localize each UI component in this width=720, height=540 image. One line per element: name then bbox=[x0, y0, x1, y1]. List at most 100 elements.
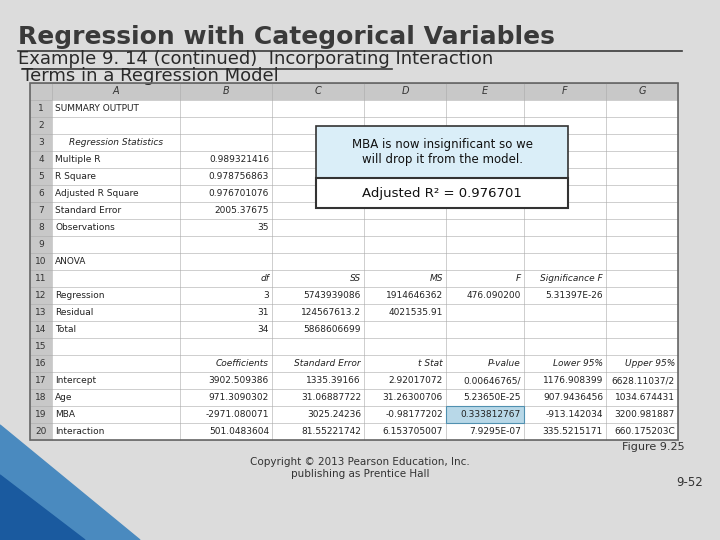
Text: Significance F: Significance F bbox=[541, 274, 603, 283]
Text: 7.9295E-07: 7.9295E-07 bbox=[469, 427, 521, 436]
Text: 3025.24236: 3025.24236 bbox=[307, 410, 361, 419]
Text: 971.3090302: 971.3090302 bbox=[209, 393, 269, 402]
Text: 9: 9 bbox=[38, 240, 44, 249]
Text: 31.06887722: 31.06887722 bbox=[301, 393, 361, 402]
Text: 1176.908399: 1176.908399 bbox=[543, 376, 603, 385]
Text: 5743939086: 5743939086 bbox=[304, 291, 361, 300]
Text: Copyright © 2013 Pearson Education, Inc.
publishing as Prentice Hall: Copyright © 2013 Pearson Education, Inc.… bbox=[250, 457, 470, 479]
Text: 0.989321416: 0.989321416 bbox=[209, 155, 269, 164]
Text: MBA is now insignificant so we
will drop it from the model.: MBA is now insignificant so we will drop… bbox=[351, 138, 533, 166]
Text: 1: 1 bbox=[38, 104, 44, 113]
Text: 10: 10 bbox=[35, 257, 47, 266]
FancyBboxPatch shape bbox=[316, 126, 568, 180]
Text: 0.333812767: 0.333812767 bbox=[461, 410, 521, 419]
Text: 13: 13 bbox=[35, 308, 47, 317]
Text: Interaction: Interaction bbox=[55, 427, 104, 436]
FancyBboxPatch shape bbox=[52, 338, 678, 355]
Text: 34: 34 bbox=[258, 325, 269, 334]
Text: 3902.509386: 3902.509386 bbox=[209, 376, 269, 385]
Text: MBA: MBA bbox=[55, 410, 75, 419]
Text: 4021535.91: 4021535.91 bbox=[389, 308, 443, 317]
FancyBboxPatch shape bbox=[52, 372, 678, 389]
Text: 35: 35 bbox=[258, 223, 269, 232]
Text: 81.55221742: 81.55221742 bbox=[301, 427, 361, 436]
FancyBboxPatch shape bbox=[52, 168, 678, 185]
Text: 476.090200: 476.090200 bbox=[467, 291, 521, 300]
Text: 5868606699: 5868606699 bbox=[304, 325, 361, 334]
Text: 18: 18 bbox=[35, 393, 47, 402]
FancyBboxPatch shape bbox=[30, 83, 52, 440]
Text: B: B bbox=[222, 86, 230, 97]
Text: F: F bbox=[516, 274, 521, 283]
Text: A: A bbox=[113, 86, 120, 97]
FancyBboxPatch shape bbox=[316, 178, 568, 208]
Text: 7: 7 bbox=[38, 206, 44, 215]
FancyBboxPatch shape bbox=[52, 134, 678, 151]
Polygon shape bbox=[0, 475, 85, 540]
FancyBboxPatch shape bbox=[52, 202, 678, 219]
Text: C: C bbox=[315, 86, 321, 97]
Text: 6: 6 bbox=[38, 189, 44, 198]
Text: Figure 9.25: Figure 9.25 bbox=[622, 442, 685, 452]
Text: 1335.39166: 1335.39166 bbox=[307, 376, 361, 385]
Polygon shape bbox=[0, 425, 140, 540]
Text: SS: SS bbox=[350, 274, 361, 283]
Text: 6.153705007: 6.153705007 bbox=[382, 427, 443, 436]
FancyBboxPatch shape bbox=[446, 406, 524, 423]
Text: Lower 95%: Lower 95% bbox=[553, 359, 603, 368]
Text: R Square: R Square bbox=[55, 172, 96, 181]
Text: 5: 5 bbox=[38, 172, 44, 181]
Text: SUMMARY OUTPUT: SUMMARY OUTPUT bbox=[55, 104, 139, 113]
Text: 0.333812767: 0.333812767 bbox=[461, 410, 521, 419]
Text: 124567613.2: 124567613.2 bbox=[301, 308, 361, 317]
Text: 0.978756863: 0.978756863 bbox=[209, 172, 269, 181]
Text: Regression with Categorical Variables: Regression with Categorical Variables bbox=[18, 25, 555, 49]
Text: 2.92017072: 2.92017072 bbox=[389, 376, 443, 385]
Text: Example 9. 14 (continued)  Incorporating Interaction: Example 9. 14 (continued) Incorporating … bbox=[18, 50, 493, 68]
Text: 31.26300706: 31.26300706 bbox=[383, 393, 443, 402]
FancyBboxPatch shape bbox=[52, 406, 678, 423]
Bar bbox=[30, 83, 678, 440]
Text: 2: 2 bbox=[38, 121, 44, 130]
FancyBboxPatch shape bbox=[52, 100, 678, 117]
Text: 14: 14 bbox=[35, 325, 47, 334]
Text: 0.00646765/: 0.00646765/ bbox=[464, 376, 521, 385]
Text: Regression: Regression bbox=[55, 291, 104, 300]
Text: Terms in a Regression Model: Terms in a Regression Model bbox=[22, 67, 279, 85]
Text: 31: 31 bbox=[258, 308, 269, 317]
Text: Total: Total bbox=[55, 325, 76, 334]
Text: 3: 3 bbox=[38, 138, 44, 147]
Text: 9-52: 9-52 bbox=[676, 476, 703, 489]
FancyBboxPatch shape bbox=[52, 236, 678, 253]
FancyBboxPatch shape bbox=[30, 83, 678, 440]
Text: 660.175203C: 660.175203C bbox=[614, 427, 675, 436]
Text: df: df bbox=[260, 274, 269, 283]
Text: 8: 8 bbox=[38, 223, 44, 232]
Text: P-value: P-value bbox=[488, 359, 521, 368]
Text: 20: 20 bbox=[35, 427, 47, 436]
Text: 907.9436456: 907.9436456 bbox=[543, 393, 603, 402]
Text: Upper 95%: Upper 95% bbox=[625, 359, 675, 368]
Text: 16: 16 bbox=[35, 359, 47, 368]
Text: -2971.080071: -2971.080071 bbox=[205, 410, 269, 419]
Text: Observations: Observations bbox=[55, 223, 114, 232]
Text: Coefficients: Coefficients bbox=[216, 359, 269, 368]
Text: 5.23650E-25: 5.23650E-25 bbox=[464, 393, 521, 402]
Text: 501.0483604: 501.0483604 bbox=[209, 427, 269, 436]
Text: -0.98177202: -0.98177202 bbox=[385, 410, 443, 419]
Text: 17: 17 bbox=[35, 376, 47, 385]
Text: Multiple R: Multiple R bbox=[55, 155, 101, 164]
Text: G: G bbox=[638, 86, 646, 97]
Text: E: E bbox=[482, 86, 488, 97]
Text: F: F bbox=[562, 86, 568, 97]
Text: Adjusted R Square: Adjusted R Square bbox=[55, 189, 139, 198]
Text: Regression Statistics: Regression Statistics bbox=[69, 138, 163, 147]
Text: 1914646362: 1914646362 bbox=[386, 291, 443, 300]
Text: 3200.981887: 3200.981887 bbox=[615, 410, 675, 419]
FancyBboxPatch shape bbox=[30, 83, 678, 100]
Text: 11: 11 bbox=[35, 274, 47, 283]
FancyBboxPatch shape bbox=[52, 270, 678, 287]
Text: 1034.674431: 1034.674431 bbox=[615, 393, 675, 402]
Text: t Stat: t Stat bbox=[418, 359, 443, 368]
Text: 0.976701076: 0.976701076 bbox=[209, 189, 269, 198]
